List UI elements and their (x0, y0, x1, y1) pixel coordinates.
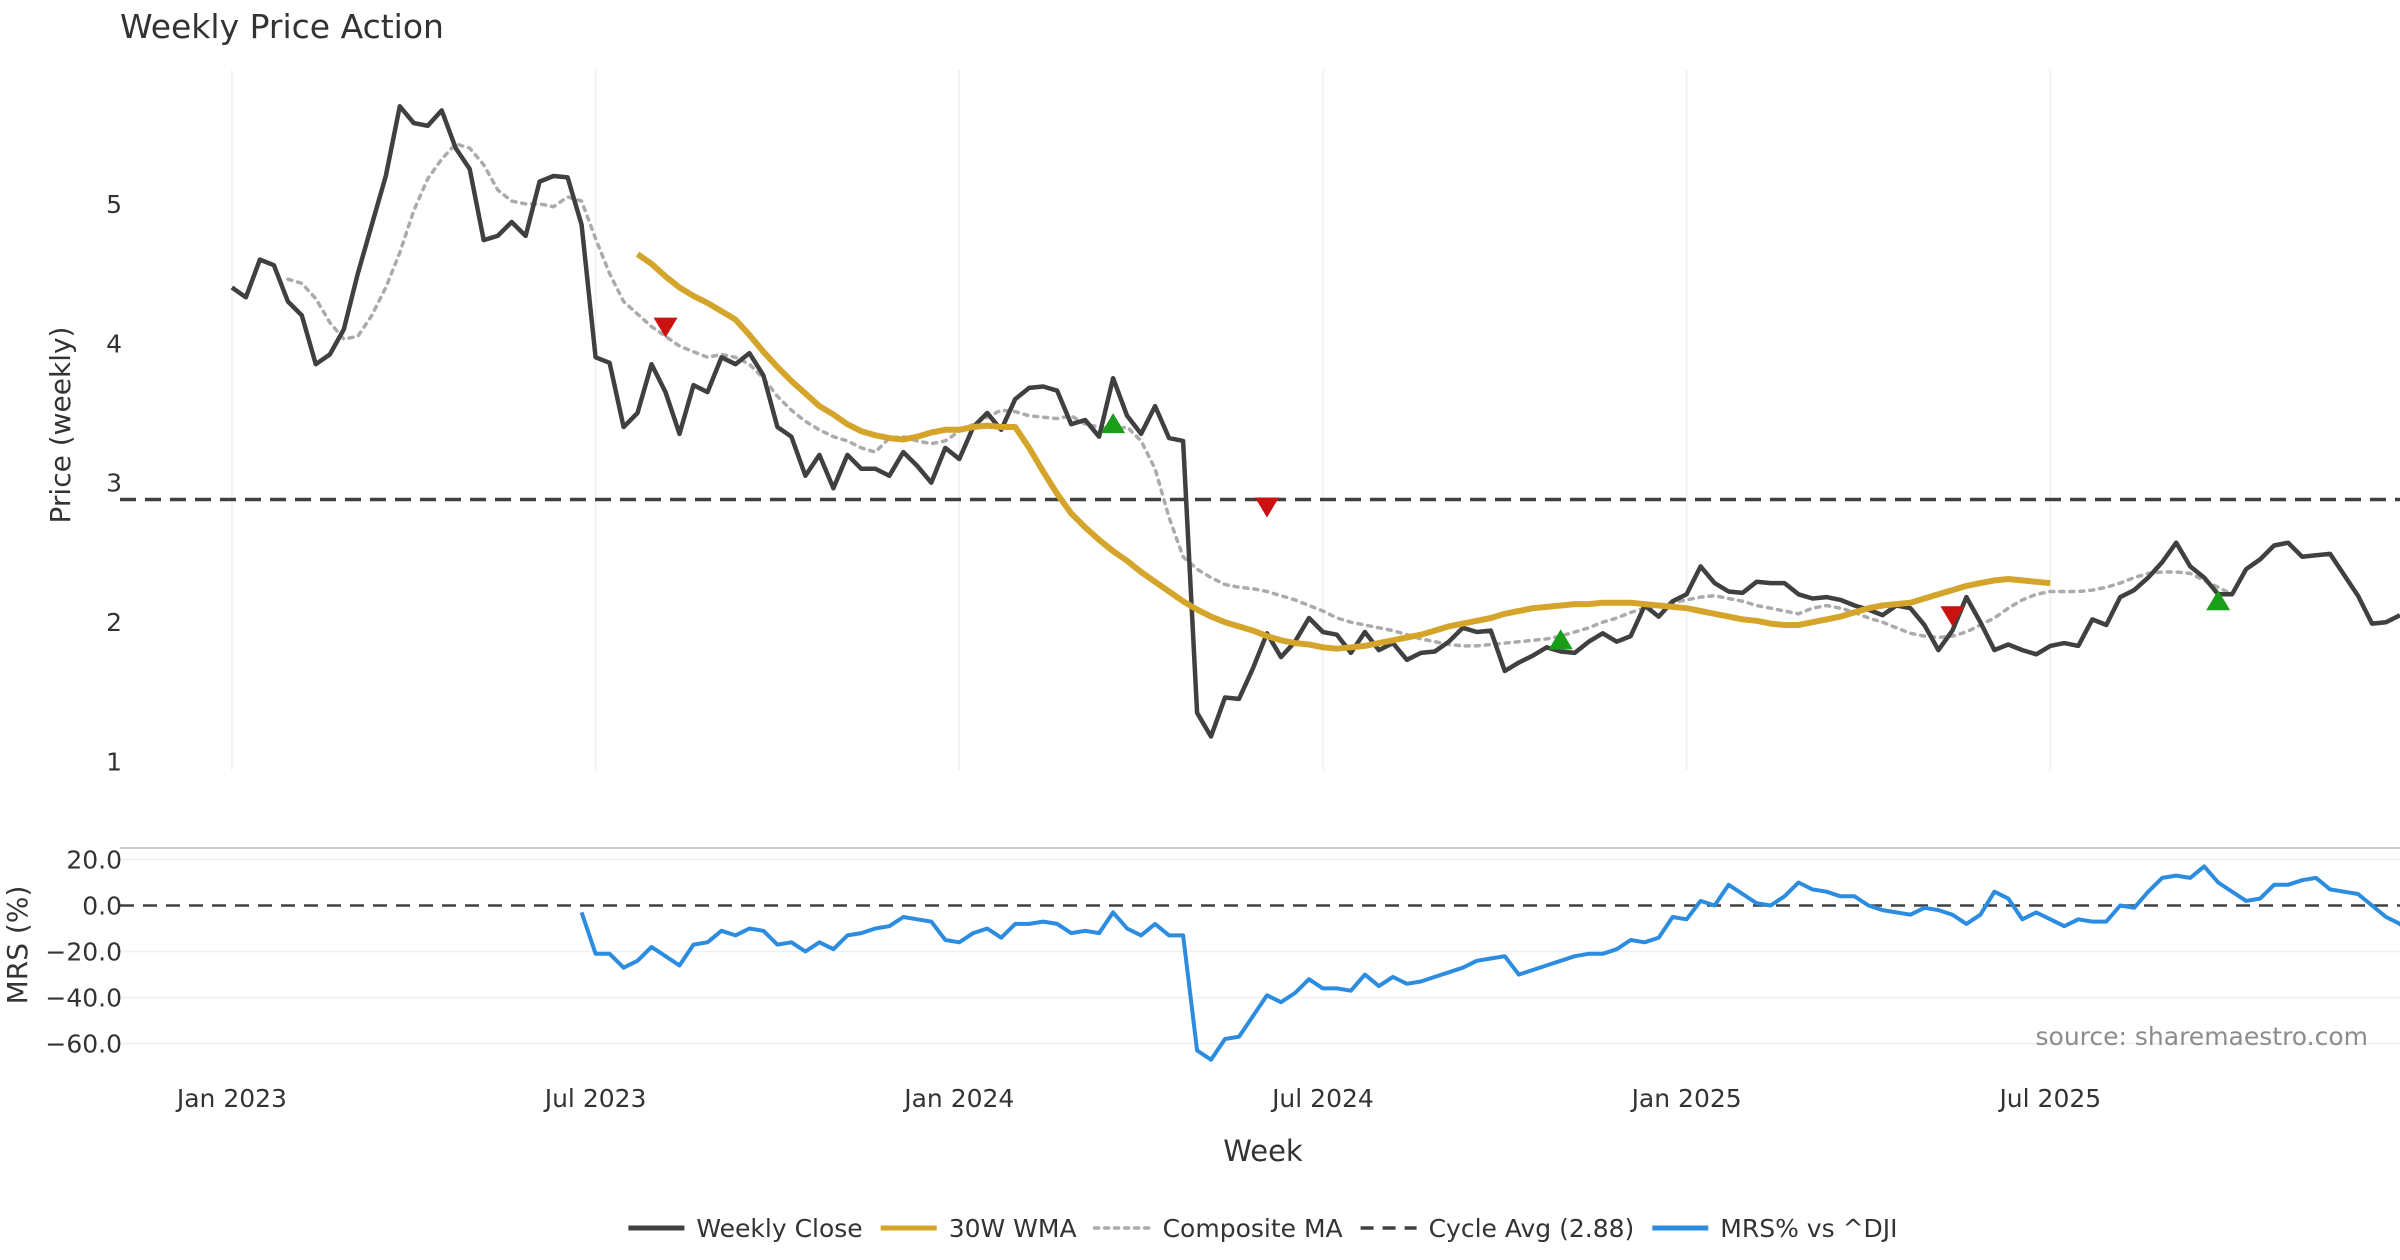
mrs-y-axis-label: MRS (%) (1, 886, 34, 1005)
legend-item: Composite MA (1092, 1214, 1343, 1243)
price-y-tick-label: 1 (106, 748, 122, 777)
sell-signal-marker (1940, 606, 1965, 627)
legend-item: Cycle Avg (2.88) (1360, 1214, 1635, 1243)
legend-item: MRS% vs ^DJI (1652, 1214, 1898, 1243)
legend-item: Weekly Close (628, 1214, 863, 1243)
legend-label: Cycle Avg (2.88) (1429, 1214, 1635, 1243)
legend-label: Composite MA (1163, 1214, 1343, 1243)
mrs-y-tick-label: 20.0 (66, 846, 122, 875)
legend-label: MRS% vs ^DJI (1720, 1214, 1897, 1243)
sell-signal-marker (1254, 497, 1279, 518)
legend-label: 30W WMA (949, 1214, 1077, 1243)
x-tick-label: Jan 2025 (1630, 1084, 1742, 1113)
mrs-y-tick-label: −20.0 (45, 938, 122, 967)
mrs-y-tick-label: −40.0 (45, 984, 122, 1013)
price-y-tick-label: 4 (106, 329, 122, 358)
mrs-series-layer (579, 864, 2400, 1062)
mrs-y-tick-label: −60.0 (45, 1030, 122, 1059)
price-panel-gridlines (231, 70, 2052, 770)
mrs-line (579, 864, 2400, 1062)
buy-signal-marker (1101, 413, 1126, 434)
x-tick-label: Jan 2024 (902, 1084, 1014, 1113)
x-tick-label: Jul 2024 (1270, 1084, 1374, 1113)
x-tick-label: Jul 2023 (543, 1084, 647, 1113)
mrs-y-axis-ticks: 20.0 0.0 −20.0 −40.0 −60.0 (45, 846, 122, 1059)
sell-signal-marker (653, 317, 678, 338)
price-y-tick-label: 3 (106, 469, 122, 498)
legend-item: 30W WMA (880, 1214, 1077, 1243)
x-tick-label: Jul 2025 (1997, 1084, 2101, 1113)
x-tick-label: Jan 2023 (175, 1084, 287, 1113)
legend-label: Weekly Close (696, 1214, 862, 1243)
weekly-close-line (230, 104, 2400, 739)
wma-30w-line (635, 251, 2051, 652)
buy-signal-marker (1548, 629, 1573, 650)
price-series-layer (120, 104, 2400, 739)
price-y-axis-label: Price (weekly) (44, 327, 77, 524)
price-y-axis-ticks: 1 2 3 4 5 (106, 190, 122, 777)
x-axis-ticks: Jan 2023 Jul 2023 Jan 2024 Jul 2024 Jan 2025… (175, 1084, 2101, 1113)
x-axis-label: Week (1223, 1134, 1303, 1168)
legend: Weekly Close 30W WMA Composite MA Cycle Avg… (628, 1214, 1898, 1243)
price-y-tick-label: 2 (106, 608, 122, 637)
buy-signal-marker (2206, 590, 2231, 611)
mrs-panel-gridlines (120, 847, 2400, 1045)
price-y-tick-label: 5 (106, 190, 122, 219)
signal-markers (653, 317, 2231, 650)
chart-title: Weekly Price Action (120, 7, 444, 46)
source-note: source: sharemaestro.com (2036, 1022, 2369, 1051)
mrs-y-tick-label: 0.0 (82, 892, 122, 921)
